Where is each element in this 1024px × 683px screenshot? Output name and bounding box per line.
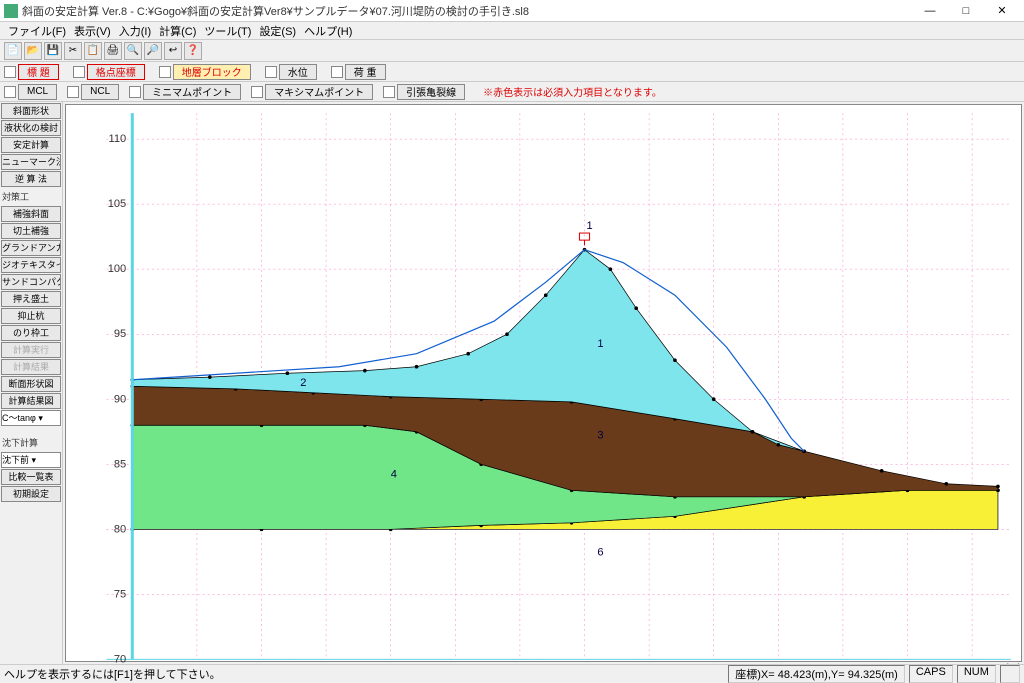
status-pad — [1000, 665, 1020, 683]
main-area: 斜面形状液状化の検討安定計算ニューマーク法逆 算 法対策工補強斜面切土補強グラン… — [0, 102, 1024, 664]
svg-text:85: 85 — [114, 458, 126, 470]
checkbox[interactable] — [331, 66, 343, 78]
svg-text:100: 100 — [108, 263, 127, 275]
menu-item[interactable]: ファイル(F) — [4, 23, 70, 39]
sidebar-button[interactable]: 逆 算 法 — [1, 171, 61, 187]
checkbox[interactable] — [67, 86, 79, 98]
input-button[interactable]: 荷 重 — [345, 64, 386, 80]
sidebar-button[interactable]: 斜面形状 — [1, 103, 61, 119]
sidebar-button[interactable]: 抑止杭 — [1, 308, 61, 324]
toolbar-button[interactable]: 🔍 — [124, 42, 142, 60]
canvas-wrap: 6431210510152025303540455055606570758085… — [65, 104, 1022, 662]
input-button[interactable]: マキシマムポイント — [265, 84, 373, 100]
checkbox[interactable] — [159, 66, 171, 78]
sidebar-button[interactable]: サンドコンパクションパイル — [1, 274, 61, 290]
sidebar-label: 対策工 — [1, 188, 61, 205]
status-coord: 座標)X= 48.423(m),Y= 94.325(m) — [728, 665, 905, 683]
svg-text:1: 1 — [597, 338, 603, 350]
input-row-2: MCL NCL ミニマムポイント マキシマムポイント 引張亀裂線 ※赤色表示は必須入力項目… — [0, 82, 1024, 102]
input-button[interactable]: 水位 — [279, 64, 317, 80]
toolbar-button[interactable]: ✂ — [64, 42, 82, 60]
svg-text:1: 1 — [587, 220, 593, 232]
minimize-button[interactable]: — — [912, 1, 948, 21]
sidebar-select[interactable]: 沈下前 ▾ — [1, 452, 61, 468]
menu-item[interactable]: ヘルプ(H) — [300, 23, 356, 39]
toolbar-button[interactable]: 📋 — [84, 42, 102, 60]
checkbox[interactable] — [383, 86, 395, 98]
toolbar-button[interactable]: 📄 — [4, 42, 22, 60]
sidebar-button[interactable]: 初期設定 — [1, 486, 61, 502]
sidebar-button[interactable]: 補強斜面 — [1, 206, 61, 222]
menu-item[interactable]: 設定(S) — [255, 23, 300, 39]
sidebar-button[interactable]: 切土補強 — [1, 223, 61, 239]
menubar: ファイル(F)表示(V)入力(I)計算(C)ツール(T)設定(S)ヘルプ(H) — [0, 22, 1024, 40]
svg-text:3: 3 — [597, 429, 603, 441]
window-title: 斜面の安定計算 Ver.8 - C:¥Gogo¥斜面の安定計算Ver8¥サンプル… — [22, 3, 912, 19]
checkbox[interactable] — [265, 66, 277, 78]
cross-section-chart[interactable]: 6431210510152025303540455055606570758085… — [66, 105, 1021, 670]
input-button[interactable]: ミニマムポイント — [143, 84, 241, 100]
svg-text:105: 105 — [108, 198, 127, 210]
checkbox[interactable] — [251, 86, 263, 98]
toolbar-button[interactable]: ❓ — [184, 42, 202, 60]
sidebar-button[interactable]: 押え盛土 — [1, 291, 61, 307]
sidebar-button[interactable]: 安定計算 — [1, 137, 61, 153]
statusbar: ヘルプを表示するには[F1]を押して下さい。 座標)X= 48.423(m),Y… — [0, 664, 1024, 682]
sidebar-button: 計算実行 — [1, 342, 61, 358]
sidebar-button[interactable]: ジオテキスタイル — [1, 257, 61, 273]
required-note: ※赤色表示は必須入力項目となります。 — [483, 84, 662, 99]
menu-item[interactable]: 入力(I) — [115, 23, 155, 39]
menu-item[interactable]: 表示(V) — [70, 23, 115, 39]
titlebar: 斜面の安定計算 Ver.8 - C:¥Gogo¥斜面の安定計算Ver8¥サンプル… — [0, 0, 1024, 22]
sidebar-button[interactable]: グランドアンカー — [1, 240, 61, 256]
sidebar-label: 沈下計算 — [1, 434, 61, 451]
menu-item[interactable]: ツール(T) — [200, 23, 255, 39]
sidebar-button[interactable]: 比較一覧表 — [1, 469, 61, 485]
input-button[interactable]: 標 題 — [18, 64, 59, 80]
checkbox[interactable] — [73, 66, 85, 78]
status-help: ヘルプを表示するには[F1]を押して下さい。 — [4, 666, 728, 682]
svg-text:95: 95 — [114, 328, 126, 340]
checkbox[interactable] — [129, 86, 141, 98]
toolbar-button[interactable]: 📂 — [24, 42, 42, 60]
input-button[interactable]: MCL — [18, 84, 57, 100]
svg-text:80: 80 — [114, 523, 126, 535]
sidebar-button: 計算結果 — [1, 359, 61, 375]
checkbox[interactable] — [4, 66, 16, 78]
input-button[interactable]: 地層ブロック — [173, 64, 251, 80]
svg-text:75: 75 — [114, 588, 126, 600]
sidebar-button[interactable]: 計算結果図 — [1, 393, 61, 409]
input-button[interactable]: NCL — [81, 84, 119, 100]
checkbox[interactable] — [4, 86, 16, 98]
toolbar-button[interactable]: 🖨 — [104, 42, 122, 60]
sidebar-button[interactable]: 断面形状図 — [1, 376, 61, 392]
sidebar-button[interactable]: ニューマーク法 — [1, 154, 61, 170]
input-button[interactable]: 引張亀裂線 — [397, 84, 465, 100]
input-button[interactable]: 格点座標 — [87, 64, 145, 80]
app-icon — [4, 4, 18, 18]
close-button[interactable]: ✕ — [984, 1, 1020, 21]
sidebar: 斜面形状液状化の検討安定計算ニューマーク法逆 算 法対策工補強斜面切土補強グラン… — [0, 102, 63, 664]
status-num: NUM — [957, 665, 996, 683]
toolbar-button[interactable]: 🔎 — [144, 42, 162, 60]
svg-text:90: 90 — [114, 393, 126, 405]
toolbar-button[interactable]: ↩ — [164, 42, 182, 60]
sidebar-button[interactable]: 液状化の検討 — [1, 120, 61, 136]
svg-text:110: 110 — [109, 133, 127, 145]
input-row-1: 標 題 格点座標 地層ブロック 水位 荷 重 — [0, 62, 1024, 82]
maximize-button[interactable]: □ — [948, 1, 984, 21]
svg-text:2: 2 — [300, 377, 306, 389]
toolbar: 📄📂💾✂📋🖨🔍🔎↩❓ — [0, 40, 1024, 62]
svg-text:4: 4 — [391, 468, 397, 480]
svg-text:6: 6 — [597, 546, 603, 558]
menu-item[interactable]: 計算(C) — [155, 23, 200, 39]
sidebar-button[interactable]: のり枠工 — [1, 325, 61, 341]
toolbar-button[interactable]: 💾 — [44, 42, 62, 60]
status-caps: CAPS — [909, 665, 953, 683]
sidebar-select[interactable]: C～tanφ ▾ — [1, 410, 61, 426]
